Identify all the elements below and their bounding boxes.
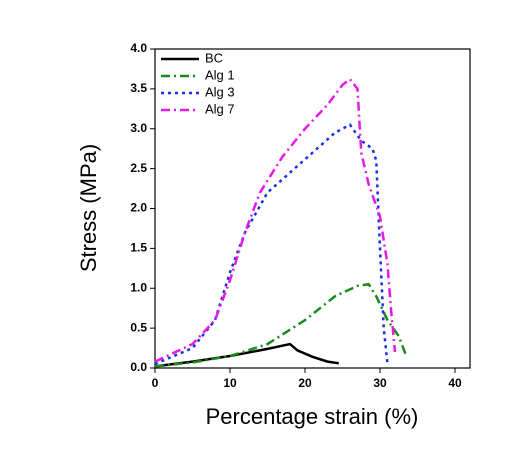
y-tick-label: 3.5 <box>130 81 147 95</box>
x-tick-label: 20 <box>298 376 312 390</box>
y-tick-label: 1.5 <box>130 241 147 255</box>
legend-label: Alg 1 <box>205 67 235 82</box>
y-tick-label: 0.5 <box>130 320 147 334</box>
y-tick-label: 4.0 <box>130 41 147 55</box>
x-axis-label: Percentage strain (%) <box>206 404 419 429</box>
data-line <box>154 123 389 366</box>
x-tick-label: 40 <box>448 376 462 390</box>
y-tick-label: 2.5 <box>130 161 147 175</box>
legend-label: Alg 7 <box>205 101 235 116</box>
y-tick-label: 0.0 <box>130 360 147 374</box>
x-tick-label: 0 <box>152 376 159 390</box>
data-line <box>154 77 397 363</box>
x-tick-label: 30 <box>373 376 387 390</box>
legend-label: BC <box>205 50 223 65</box>
y-tick-label: 3.0 <box>130 121 147 135</box>
data-line <box>154 342 339 368</box>
y-tick-label: 1.0 <box>130 280 147 294</box>
x-tick-label: 10 <box>223 376 237 390</box>
y-axis-label: Stress (MPa) <box>76 144 101 272</box>
plot-frame <box>154 48 471 369</box>
legend-label: Alg 3 <box>205 84 235 99</box>
data-line <box>154 282 408 368</box>
y-tick-label: 2.0 <box>130 201 147 215</box>
